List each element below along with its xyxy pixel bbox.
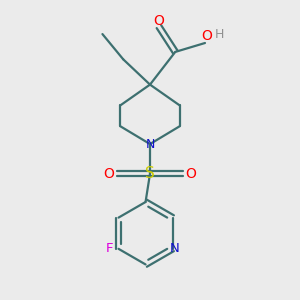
Text: H: H bbox=[215, 28, 224, 41]
Text: F: F bbox=[105, 242, 113, 255]
Text: S: S bbox=[145, 166, 155, 181]
Text: O: O bbox=[186, 167, 196, 181]
Text: N: N bbox=[145, 138, 155, 151]
Text: O: O bbox=[154, 14, 164, 28]
Text: O: O bbox=[201, 29, 212, 44]
Text: O: O bbox=[103, 167, 114, 181]
Text: N: N bbox=[170, 242, 180, 255]
